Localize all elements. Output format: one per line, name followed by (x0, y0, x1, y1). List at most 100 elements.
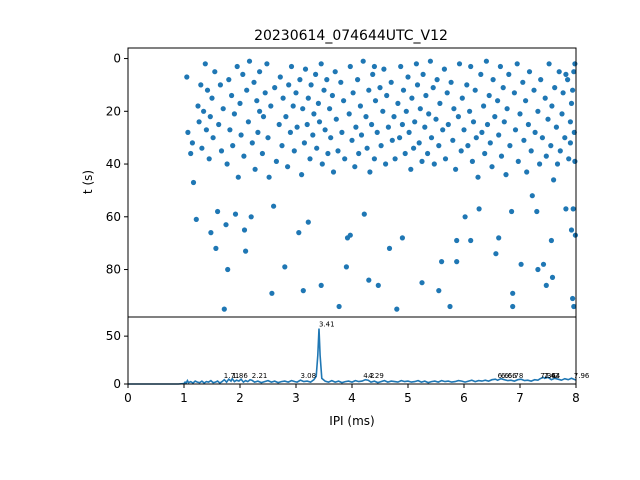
raster-point (245, 119, 251, 125)
raster-point (539, 135, 546, 141)
raster-y-tick-label: 20 (106, 104, 121, 118)
raster-point (385, 124, 391, 130)
raster-point (492, 114, 498, 120)
raster-point (333, 116, 339, 122)
raster-point (440, 127, 446, 133)
raster-point (493, 251, 499, 257)
histogram-peak-label: 4.29 (368, 372, 384, 380)
raster-point (454, 259, 460, 265)
raster-point (563, 206, 569, 212)
raster-point (567, 140, 574, 146)
raster-point (370, 71, 376, 77)
raster-point (184, 74, 190, 80)
raster-point (549, 103, 555, 109)
raster-point (570, 87, 576, 93)
raster-point (405, 74, 411, 80)
raster-point (470, 119, 477, 125)
raster-point (384, 92, 390, 99)
raster-point (229, 92, 235, 99)
raster-point (328, 135, 334, 141)
raster-point (329, 92, 335, 99)
raster-point (369, 121, 375, 128)
raster-point (549, 274, 556, 280)
histogram-peak-label: 7.36 (540, 372, 556, 380)
raster-point (226, 77, 232, 83)
raster-point (498, 153, 505, 159)
raster-point (299, 172, 305, 178)
raster-point (567, 119, 574, 125)
raster-point (346, 111, 352, 117)
raster-point (290, 103, 296, 109)
raster-point (288, 63, 295, 70)
raster-point (195, 103, 201, 109)
raster-point (293, 90, 299, 96)
raster-point (572, 61, 578, 67)
raster-point (476, 206, 482, 212)
raster-point (330, 169, 337, 175)
raster-point (560, 90, 566, 96)
raster-point (220, 106, 226, 112)
raster-point (307, 156, 313, 162)
raster-point (371, 63, 377, 70)
raster-point (529, 193, 535, 199)
raster-point (282, 264, 288, 270)
histogram-peak-label: 7.42 (544, 372, 560, 380)
raster-point (451, 106, 457, 112)
raster-point (413, 61, 419, 67)
raster-point (479, 129, 485, 135)
raster-point (327, 106, 333, 112)
raster-points (184, 58, 579, 312)
raster-point (238, 132, 244, 138)
raster-point (353, 124, 359, 130)
raster-point (269, 290, 275, 296)
raster-point (399, 121, 405, 128)
raster-point (251, 79, 257, 85)
raster-point (249, 140, 255, 146)
histogram-x-tick-label: 6 (460, 391, 468, 405)
raster-point (462, 214, 468, 220)
raster-point (495, 98, 501, 104)
histogram-peak-label: 2.21 (252, 372, 268, 380)
raster-point (308, 82, 314, 88)
raster-point (203, 127, 209, 133)
raster-point (264, 61, 270, 67)
raster-point (265, 135, 271, 141)
raster-point (383, 161, 389, 167)
raster-point (411, 145, 417, 151)
raster-point (546, 61, 552, 67)
raster-point (241, 227, 248, 233)
raster-point (271, 203, 277, 209)
raster-point (445, 121, 451, 128)
raster-point (231, 111, 237, 117)
raster-point (380, 108, 386, 114)
chart-title: 20230614_074644UTC_V12 (254, 28, 448, 44)
histogram-peak-annotations: 1.711.86 2.21 3.08 3.41 4.24.29 6.66.666.78 7.… (224, 321, 590, 381)
histogram-x-tick-label: 2 (236, 391, 244, 405)
raster-point (458, 148, 464, 154)
raster-point (352, 164, 358, 170)
raster-point (426, 111, 432, 117)
raster-point (342, 156, 348, 162)
raster-y-tick-label: 0 (113, 52, 121, 66)
raster-point (475, 174, 481, 180)
raster-point (423, 92, 429, 99)
raster-point (447, 303, 453, 310)
raster-point (325, 150, 331, 157)
raster-point (556, 69, 562, 75)
raster-point (566, 156, 572, 162)
raster-point (528, 148, 534, 154)
raster-point (357, 103, 363, 109)
raster-point (402, 150, 408, 157)
raster-point (563, 71, 569, 77)
raster-point (403, 108, 409, 114)
raster-point (490, 77, 496, 83)
raster-point (534, 208, 540, 215)
raster-point (255, 129, 261, 135)
histogram-y-tick-label: 0 (113, 377, 121, 391)
raster-point (336, 303, 342, 310)
raster-point (371, 156, 377, 162)
raster-point (525, 121, 532, 128)
raster-point (272, 85, 278, 91)
raster-point (304, 121, 310, 128)
raster-point (535, 266, 541, 273)
